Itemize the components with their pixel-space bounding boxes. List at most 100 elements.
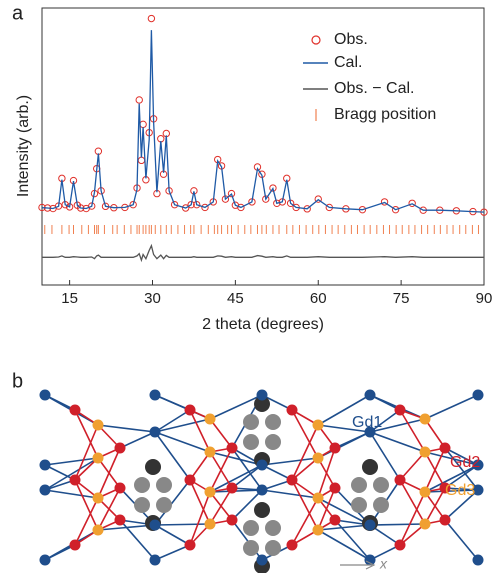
bond <box>261 394 293 411</box>
bond <box>74 409 99 459</box>
y-axis-label: Intensity (arb.) <box>15 95 32 197</box>
bond <box>369 418 426 433</box>
atom-dark <box>254 396 270 412</box>
bond <box>261 464 293 481</box>
obs-point <box>129 200 137 209</box>
gd-atom <box>92 492 104 504</box>
bond <box>317 497 371 526</box>
legend-label: Cal. <box>334 54 362 71</box>
atom-gray <box>243 540 259 556</box>
bond <box>209 451 233 489</box>
site-label: Gd2 <box>450 454 480 471</box>
bond <box>317 529 371 561</box>
bond <box>291 409 319 459</box>
bond <box>189 409 211 453</box>
gd-atom <box>312 419 324 431</box>
gd-atom <box>226 514 238 526</box>
gd-atom <box>92 524 104 536</box>
axis-arrow-head <box>365 560 376 570</box>
gd-atom <box>114 442 126 454</box>
bond <box>154 524 191 546</box>
bond <box>444 489 479 521</box>
bond <box>424 489 479 493</box>
plot-frame <box>41 7 485 286</box>
gd-atom <box>39 554 51 566</box>
gd-atom <box>419 446 431 458</box>
bond <box>369 544 401 561</box>
gd-atom <box>256 484 268 496</box>
atom-gray <box>243 414 259 430</box>
gd-atom <box>364 389 376 401</box>
obs-point <box>391 205 400 214</box>
legend-label: Bragg position <box>334 106 436 123</box>
atom-gray <box>265 434 281 450</box>
cal-line <box>41 30 485 213</box>
bond <box>261 457 319 466</box>
atom-gray <box>156 497 172 513</box>
gd-atom <box>114 482 126 494</box>
gd-atom <box>329 514 341 526</box>
atom-gray <box>265 520 281 536</box>
gd-atom <box>149 389 161 401</box>
obs-point <box>380 198 389 206</box>
gd-atom <box>256 554 268 566</box>
obs-point <box>227 189 236 198</box>
bond <box>154 479 191 526</box>
gd-atom <box>184 539 196 551</box>
legend-marker <box>311 35 321 45</box>
bond <box>399 409 426 453</box>
bond <box>74 424 99 481</box>
bond <box>444 447 479 466</box>
bond <box>154 409 191 433</box>
bond <box>154 431 211 453</box>
bond <box>189 451 211 481</box>
atom-gray <box>373 477 389 493</box>
bond <box>317 524 371 531</box>
gd-atom <box>69 539 81 551</box>
bond <box>97 457 121 489</box>
gd-atom <box>39 389 51 401</box>
gd-atom <box>439 482 451 494</box>
gd-atom <box>286 539 298 551</box>
atom-dark <box>145 459 161 475</box>
bond <box>74 497 99 546</box>
bond <box>424 491 446 521</box>
gd-atom <box>312 452 324 464</box>
site-label: Gd3 <box>445 482 475 499</box>
atom-gray <box>351 497 367 513</box>
obs-point <box>135 96 143 104</box>
obs-point <box>314 195 322 203</box>
gd-atom <box>472 389 484 401</box>
gd-atom <box>286 404 298 416</box>
x-tick-label: 90 <box>476 290 493 307</box>
gd-atom <box>364 426 376 438</box>
gd-atom <box>329 442 341 454</box>
bond <box>97 424 156 433</box>
gd-atom <box>226 442 238 454</box>
atom-gray <box>351 477 367 493</box>
bond <box>399 491 426 546</box>
atom-gray <box>265 414 281 430</box>
lattice <box>39 389 484 573</box>
gd-atom <box>472 554 484 566</box>
site-label: Gd1 <box>352 414 382 431</box>
obs-point <box>201 203 209 212</box>
bond <box>209 394 263 420</box>
bond <box>424 394 479 420</box>
bond <box>74 479 99 531</box>
bond <box>44 457 99 491</box>
gd-atom <box>204 446 216 458</box>
bond <box>154 523 211 526</box>
panel-label: b <box>12 370 23 392</box>
bond <box>334 519 371 561</box>
gd-atom <box>184 474 196 486</box>
bond <box>44 464 76 481</box>
gd-atom <box>329 482 341 494</box>
gd-atom <box>312 492 324 504</box>
bond <box>424 451 446 489</box>
bond <box>291 424 319 481</box>
bond <box>424 418 446 449</box>
x-tick-label: 15 <box>61 290 78 307</box>
atom-dark <box>362 459 378 475</box>
